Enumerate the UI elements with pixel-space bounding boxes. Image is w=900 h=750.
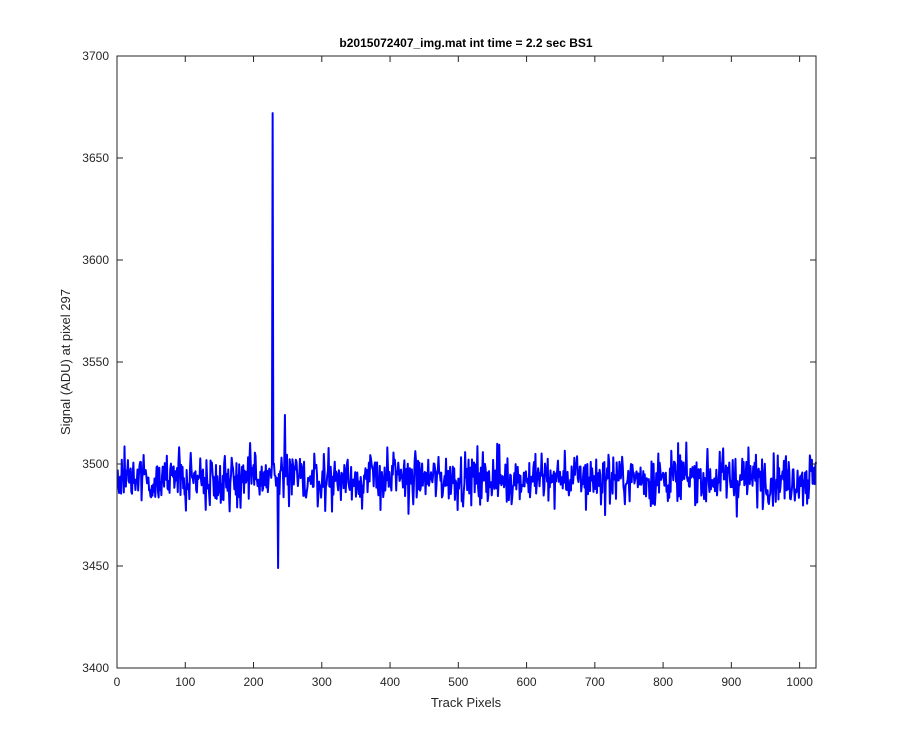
x-tick-label: 900 — [721, 675, 741, 689]
x-tick-label: 400 — [380, 675, 400, 689]
x-tick-label: 500 — [448, 675, 468, 689]
x-tick-label: 0 — [114, 675, 121, 689]
chart-title: b2015072407_img.mat int time = 2.2 sec B… — [339, 36, 592, 50]
series-line — [116, 112, 817, 570]
x-tick-label: 100 — [175, 675, 195, 689]
x-tick-label: 700 — [585, 675, 605, 689]
x-tick-label: 1000 — [786, 675, 813, 689]
y-tick-label: 3400 — [82, 661, 109, 675]
y-tick-label: 3500 — [82, 457, 109, 471]
y-tick-label: 3700 — [82, 49, 109, 63]
x-axis-label: Track Pixels — [431, 695, 502, 710]
plot-area — [116, 55, 817, 669]
y-axis: 3400 3450 3500 3550 3600 3650 3700 — [82, 49, 816, 675]
y-axis-label: Signal (ADU) at pixel 297 — [58, 289, 73, 435]
y-tick-label: 3650 — [82, 151, 109, 165]
y-tick-label: 3600 — [82, 253, 109, 267]
x-tick-label: 300 — [312, 675, 332, 689]
x-tick-label: 200 — [244, 675, 264, 689]
x-tick-label: 800 — [653, 675, 673, 689]
x-axis: 0 100 200 300 400 500 600 700 800 900 1000 — [114, 56, 813, 689]
x-tick-label: 600 — [517, 675, 537, 689]
y-tick-label: 3550 — [82, 355, 109, 369]
y-tick-label: 3450 — [82, 559, 109, 573]
axes-box — [116, 55, 817, 669]
